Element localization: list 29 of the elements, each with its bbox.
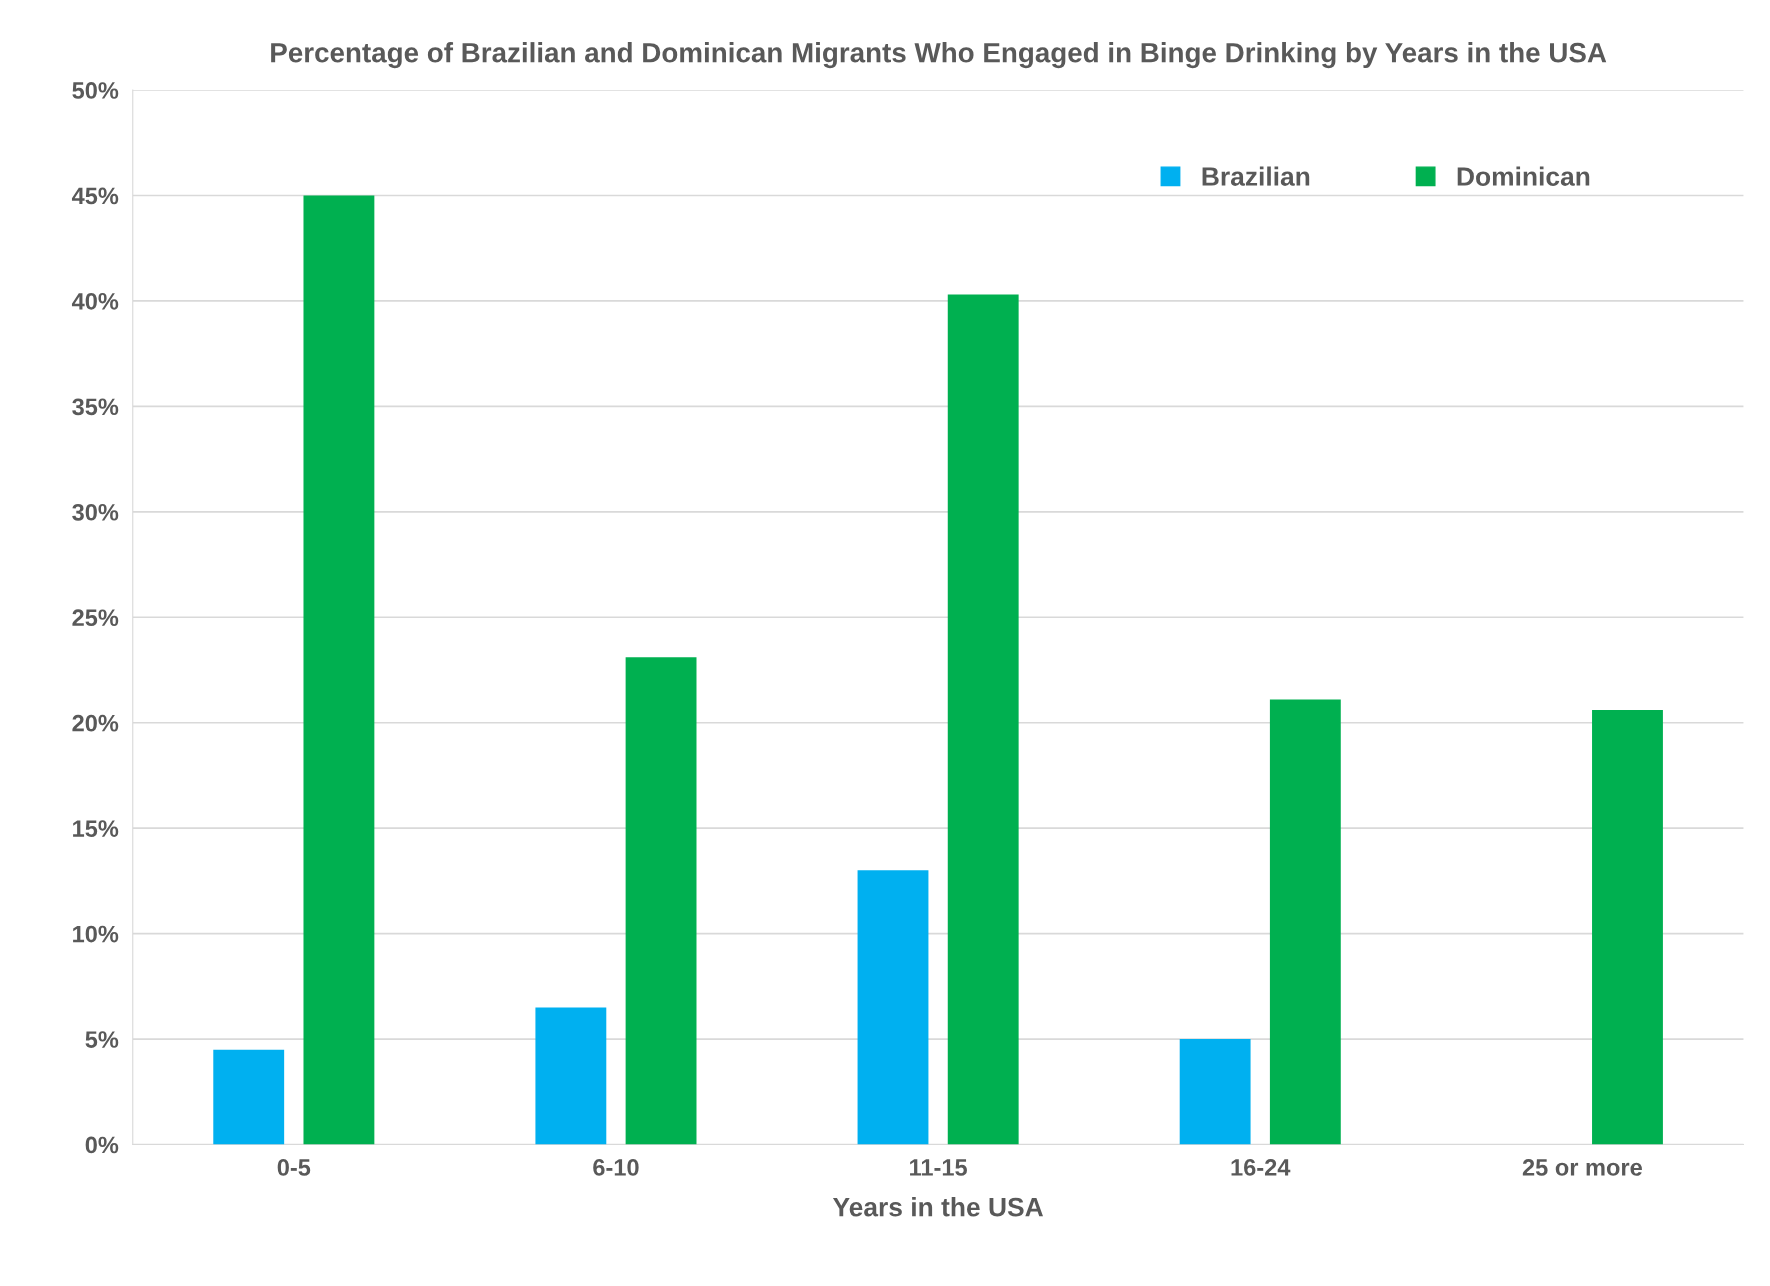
bar: [303, 195, 375, 1145]
legend-label: Brazilian: [1202, 166, 1310, 186]
x-tick-label: 11-15: [910, 1159, 967, 1176]
bar: [857, 870, 929, 1145]
y-tick-label: 20%: [72, 714, 119, 732]
chart-title: Percentage of Brazilian and Dominican Migrants Who Engaged in Binge Drinking by Years in the USA: [271, 42, 1607, 69]
y-tick-label: 40%: [71, 292, 119, 310]
y-tick-label: 0%: [85, 1136, 119, 1154]
legend-label: Dominican: [1457, 166, 1590, 186]
bar: [1592, 710, 1663, 1145]
y-tick-label: 30%: [72, 503, 119, 521]
x-tick-label: 25 or more: [1522, 1159, 1642, 1176]
y-tick-label: 45%: [71, 187, 119, 205]
x-tick-label: 6-10: [593, 1159, 639, 1176]
bar: [535, 1007, 607, 1145]
y-tick-label: 25%: [72, 609, 119, 627]
y-tick-label: 15%: [73, 820, 119, 837]
y-tick-label: 5%: [85, 1031, 119, 1048]
bar: [625, 657, 697, 1145]
x-tick-label: 16-24: [1231, 1159, 1291, 1176]
x-tick-label: 0-5: [277, 1159, 311, 1176]
bar: [1179, 1039, 1251, 1145]
y-tick-label: 35%: [72, 398, 119, 416]
y-tick-label: 10%: [73, 925, 119, 943]
x-axis-title: Years in the USA: [832, 1197, 1043, 1217]
bar: [213, 1049, 285, 1145]
bar: [947, 294, 1019, 1145]
bar: [1269, 699, 1341, 1145]
y-tick-label: 50%: [72, 82, 119, 99]
